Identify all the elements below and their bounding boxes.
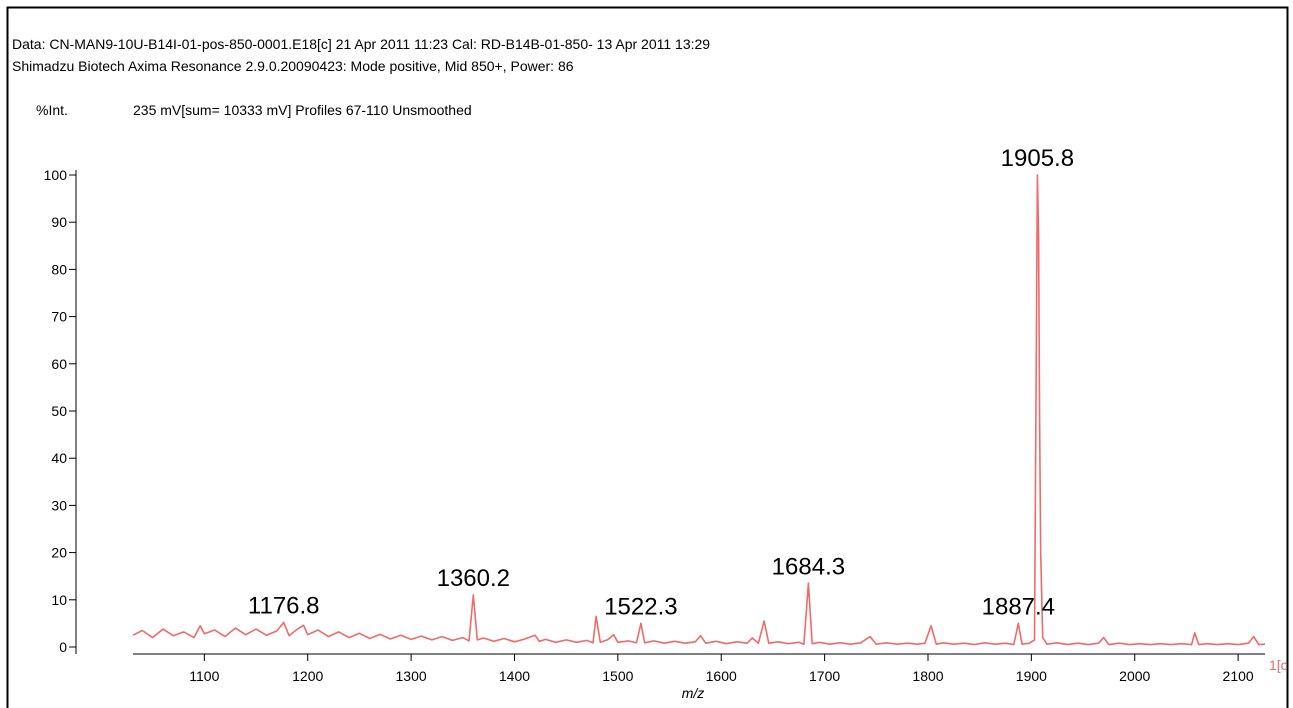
peak-marker <box>1017 622 1020 625</box>
frame <box>6 6 1289 708</box>
x-tick-label: 1400 <box>499 668 530 684</box>
peak-marker <box>1036 174 1039 176</box>
x-tick-label: 2000 <box>1119 668 1150 684</box>
peak-label: 1905.8 <box>1001 145 1074 172</box>
peak-label: 1176.8 <box>248 592 320 619</box>
peak-label: 1360.2 <box>437 565 510 592</box>
y-tick-label: 40 <box>51 450 67 466</box>
x-tick-label: 1500 <box>602 668 633 684</box>
y-tick-label: 70 <box>51 309 67 325</box>
x-tick-label: 2100 <box>1223 668 1254 684</box>
y-tick-label: 80 <box>51 261 67 277</box>
x-tick-label: 1700 <box>809 668 840 684</box>
y-tick-label: 30 <box>51 497 67 513</box>
x-tick-label: 1300 <box>396 668 427 684</box>
peak-marker <box>472 594 475 596</box>
x-tick-label: 1900 <box>1016 668 1047 684</box>
peak-label: 1522.3 <box>604 593 677 620</box>
peak-marker <box>282 621 285 624</box>
x-tick-label: 1600 <box>706 668 737 684</box>
info: 235 mV[sum= 10333 mV] Profiles 67-110 Un… <box>133 102 472 118</box>
peak-marker <box>807 582 810 585</box>
x-axis-label: m/z <box>682 685 705 701</box>
chart-subtitle: Shimadzu Biotech Axima Resonance 2.9.0.2… <box>12 58 574 74</box>
trace-label: 1[c <box>1269 657 1288 673</box>
x-tick-label: 1100 <box>189 668 219 684</box>
y-tick-label: 60 <box>51 356 67 372</box>
y-tick-label: 50 <box>51 403 67 419</box>
y-tick-label: 100 <box>44 167 68 183</box>
chart-title: Data: CN-MAN9-10U-B14I-01-pos-850-0001.E… <box>12 36 710 52</box>
peak-label: 1684.3 <box>772 553 845 580</box>
y-tick-label: 20 <box>51 545 67 561</box>
y-tick-label: 0 <box>59 639 67 655</box>
peak-marker <box>640 622 642 625</box>
x-tick-label: 1200 <box>292 668 323 684</box>
y-tick-label: 90 <box>51 214 67 230</box>
x-tick-label: 1800 <box>912 668 943 684</box>
peak-label: 1887.4 <box>982 593 1055 620</box>
y-axis-label: %Int. <box>36 102 68 118</box>
y-tick-label: 10 <box>51 592 67 608</box>
spectrum-line <box>132 174 1266 646</box>
